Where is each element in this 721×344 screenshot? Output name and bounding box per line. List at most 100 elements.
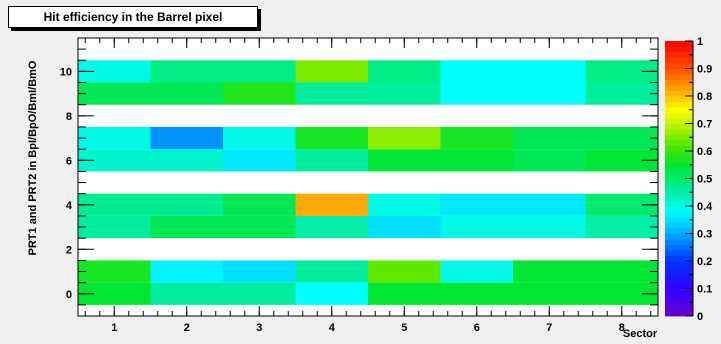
heatmap-cell — [368, 82, 441, 105]
heatmap-cell — [440, 215, 513, 239]
heatmap-cell — [295, 149, 368, 172]
heatmap-cell — [295, 126, 368, 150]
color-scale-band — [665, 299, 693, 306]
heatmap-cell — [513, 260, 586, 283]
color-scale-band — [665, 167, 693, 174]
heatmap-cell — [78, 126, 151, 150]
color-scale-band — [665, 305, 693, 311]
color-scale-band — [665, 156, 693, 163]
color-scale-band — [665, 145, 693, 152]
y-tick-label: 8 — [66, 111, 72, 123]
color-scale-band — [665, 195, 693, 201]
heatmap-cell — [368, 126, 441, 150]
color-scale-band — [665, 57, 693, 64]
color-scale-band — [665, 217, 693, 223]
x-tick-label: 1 — [111, 322, 117, 334]
heatmap-cell — [223, 60, 296, 83]
heatmap-cell — [585, 82, 658, 105]
heatmap-cell — [440, 60, 513, 83]
color-scale-band — [665, 228, 693, 234]
heatmap-cell — [513, 193, 586, 216]
heatmap-cell — [78, 149, 151, 172]
heatmap-cell — [368, 193, 441, 216]
x-tick-label: 2 — [184, 322, 190, 334]
y-tick-label: 6 — [66, 155, 72, 167]
color-scale-band — [665, 184, 693, 190]
color-scale-band — [665, 178, 693, 185]
color-scale-band — [665, 112, 693, 119]
color-scale-label: 1 — [697, 36, 703, 48]
color-scale-band — [665, 283, 693, 289]
color-scale-band — [665, 189, 693, 196]
color-scale-band — [665, 79, 693, 86]
heatmap-cell — [150, 149, 223, 172]
heatmap-cell — [585, 260, 658, 283]
heatmap-cell — [513, 60, 586, 83]
color-scale-band — [665, 288, 693, 295]
color-scale-band — [665, 74, 693, 80]
heatmap-cell — [78, 215, 151, 239]
color-scale-band — [665, 294, 693, 300]
heatmap-cell — [223, 82, 296, 105]
color-scale-label: 0.6 — [697, 146, 712, 158]
heatmap-cell — [513, 126, 586, 150]
color-scale-band — [665, 90, 693, 97]
heatmap-cell — [295, 282, 368, 305]
heatmap-cells — [78, 60, 658, 305]
heatmap-cell — [440, 149, 513, 172]
color-scale-band — [665, 129, 693, 135]
heatmap-cell — [150, 215, 223, 239]
color-scale-band — [665, 244, 693, 251]
color-scale-label: 0.4 — [697, 201, 713, 213]
x-axis: 1 2 3 4 5 6 7 8 — [84, 38, 652, 334]
heatmap-cell — [440, 126, 513, 150]
color-scale-band — [665, 151, 693, 157]
heatmap-cell — [78, 60, 151, 83]
heatmap-cell — [368, 282, 441, 305]
heatmap-cell — [295, 215, 368, 239]
chart-title: Hit efficiency in the Barrel pixel — [8, 6, 258, 28]
heatmap-cell — [585, 126, 658, 150]
heatmap-cell — [440, 82, 513, 105]
color-scale-label: 0.1 — [697, 284, 712, 296]
heatmap-cell — [585, 149, 658, 172]
y-axis: 0 2 4 6 8 10 — [60, 37, 658, 306]
color-scale-band — [665, 46, 693, 53]
color-scale-band — [665, 52, 693, 58]
heatmap-cell — [150, 282, 223, 305]
color-scale-label: 0.8 — [697, 91, 712, 103]
heatmap-cell — [150, 193, 223, 216]
color-scale-label: 0.7 — [697, 119, 712, 131]
color-scale-band — [665, 211, 693, 218]
color-scale-band — [665, 96, 693, 102]
x-tick-label: 4 — [329, 322, 336, 334]
color-scale-band — [665, 255, 693, 262]
color-scale-band — [665, 261, 693, 267]
color-scale-band — [665, 63, 693, 69]
color-scale: 0 0.1 0.2 0.3 0.4 0.5 0.6 0.7 0.8 0.9 1 — [665, 36, 713, 323]
heatmap-cell — [368, 60, 441, 83]
heatmap-cell — [585, 282, 658, 305]
x-tick-label: 7 — [546, 322, 552, 334]
heatmap-cell — [440, 193, 513, 216]
heatmap-cell — [440, 260, 513, 283]
color-scale-label: 0.3 — [697, 229, 712, 241]
heatmap-cell — [223, 282, 296, 305]
color-scale-band — [665, 272, 693, 278]
heatmap-cell — [223, 149, 296, 172]
color-scale-label: 0 — [697, 311, 703, 323]
heatmap-cell — [150, 82, 223, 105]
heatmap-cell — [223, 126, 296, 150]
heatmap-cell — [513, 215, 586, 239]
color-scale-band — [665, 68, 693, 75]
x-tick-label: 3 — [256, 322, 262, 334]
color-scale-band — [665, 200, 693, 207]
y-tick-label: 2 — [66, 244, 72, 256]
color-scale-label: 0.5 — [697, 174, 712, 186]
x-axis-title: Sector — [623, 328, 658, 340]
heatmap-cell — [513, 149, 586, 172]
heatmap-cell — [78, 260, 151, 283]
heatmap-cell — [513, 282, 586, 305]
